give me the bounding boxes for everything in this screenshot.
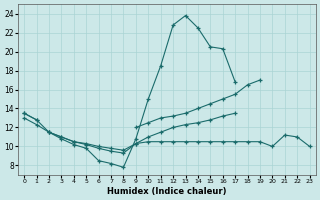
- X-axis label: Humidex (Indice chaleur): Humidex (Indice chaleur): [107, 187, 227, 196]
